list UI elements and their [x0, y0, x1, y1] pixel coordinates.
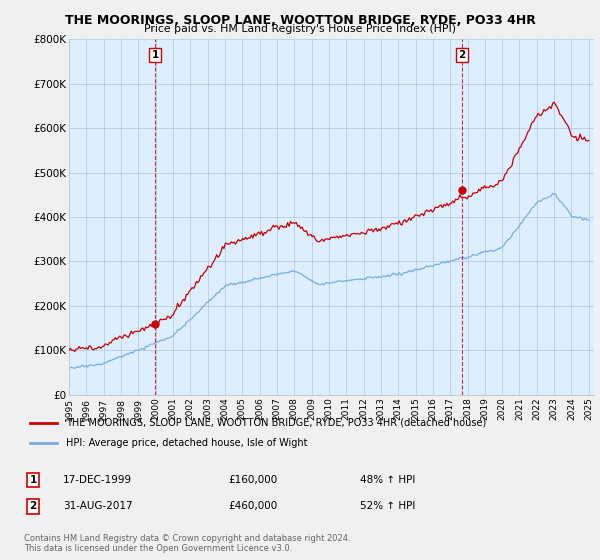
- Text: 1: 1: [151, 50, 158, 60]
- Text: THE MOORINGS, SLOOP LANE, WOOTTON BRIDGE, RYDE, PO33 4HR (detached house): THE MOORINGS, SLOOP LANE, WOOTTON BRIDGE…: [66, 418, 486, 428]
- Text: Contains HM Land Registry data © Crown copyright and database right 2024.: Contains HM Land Registry data © Crown c…: [24, 534, 350, 543]
- Text: HPI: Average price, detached house, Isle of Wight: HPI: Average price, detached house, Isle…: [66, 438, 307, 448]
- Text: 48% ↑ HPI: 48% ↑ HPI: [360, 475, 415, 485]
- Text: 2: 2: [29, 501, 37, 511]
- Text: 1: 1: [29, 475, 37, 485]
- Text: Price paid vs. HM Land Registry's House Price Index (HPI): Price paid vs. HM Land Registry's House …: [144, 24, 456, 34]
- Text: 17-DEC-1999: 17-DEC-1999: [63, 475, 132, 485]
- Text: 52% ↑ HPI: 52% ↑ HPI: [360, 501, 415, 511]
- Text: £460,000: £460,000: [228, 501, 277, 511]
- Point: [457, 186, 467, 195]
- Text: 31-AUG-2017: 31-AUG-2017: [63, 501, 133, 511]
- Text: £160,000: £160,000: [228, 475, 277, 485]
- Text: 2: 2: [458, 50, 466, 60]
- Text: THE MOORINGS, SLOOP LANE, WOOTTON BRIDGE, RYDE, PO33 4HR: THE MOORINGS, SLOOP LANE, WOOTTON BRIDGE…: [65, 14, 535, 27]
- Text: This data is licensed under the Open Government Licence v3.0.: This data is licensed under the Open Gov…: [24, 544, 292, 553]
- Point: [150, 319, 160, 328]
